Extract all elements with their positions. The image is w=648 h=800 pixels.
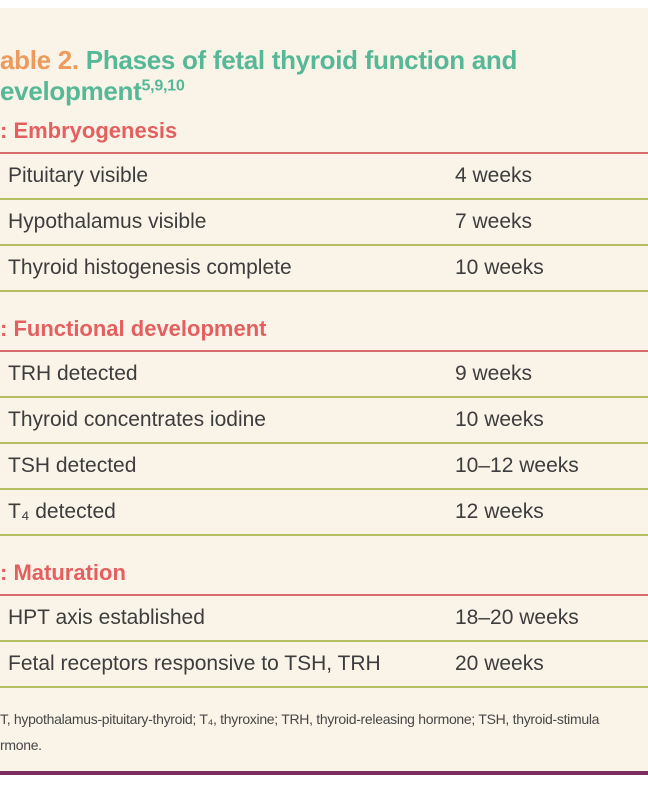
table-title: able 2. Phases of fetal thyroid function… xyxy=(0,45,648,107)
table-title-text: Phases of fetal thyroid function and xyxy=(85,45,518,75)
table-row: TSH detected 10–12 weeks xyxy=(0,444,648,490)
table-row: HPT axis established 18–20 weeks xyxy=(0,596,648,642)
table-row: Fetal receptors responsive to TSH, TRH 2… xyxy=(0,642,648,688)
section-header-embryogenesis: : Embryogenesis xyxy=(0,118,648,154)
table-title-text-continued: evelopment xyxy=(0,76,142,106)
row-label: HPT axis established xyxy=(8,606,205,629)
row-label: Hypothalamus visible xyxy=(8,210,207,233)
row-value: 4 weeks xyxy=(455,164,533,187)
row-value: 9 weeks xyxy=(455,362,533,385)
table-card: able 2. Phases of fetal thyroid function… xyxy=(0,8,648,775)
row-label: Thyroid concentrates iodine xyxy=(8,408,266,431)
table-title-line2: evelopment5,9,10 xyxy=(0,76,648,107)
table-title-line1: able 2. Phases of fetal thyroid function… xyxy=(0,45,648,76)
table-row: Pituitary visible 4 weeks xyxy=(0,154,648,200)
row-value: 10 weeks xyxy=(455,256,544,279)
table-footnote: T, hypothalamus-pituitary-thyroid; T₄, t… xyxy=(0,706,648,758)
row-label: T₄ detected xyxy=(8,500,116,523)
table-number: able 2. xyxy=(0,45,79,75)
row-value: 7 weeks xyxy=(455,210,533,233)
table-row: T₄ detected 12 weeks xyxy=(0,490,648,536)
table-row: Hypothalamus visible 7 weeks xyxy=(0,200,648,246)
row-label: Fetal receptors responsive to TSH, TRH xyxy=(8,652,381,675)
section-header-functional-development: : Functional development xyxy=(0,316,648,352)
row-label: TSH detected xyxy=(8,454,137,477)
footnote-line2: rmone. xyxy=(0,737,42,753)
footnote-line1: T, hypothalamus-pituitary-thyroid; T₄, t… xyxy=(0,711,600,727)
row-value: 12 weeks xyxy=(455,500,544,523)
row-value: 18–20 weeks xyxy=(455,606,579,629)
row-label: Pituitary visible xyxy=(8,164,149,187)
row-value: 10–12 weeks xyxy=(455,454,579,477)
row-label: TRH detected xyxy=(8,362,138,385)
row-value: 10 weeks xyxy=(455,408,544,431)
table-row: TRH detected 9 weeks xyxy=(0,352,648,398)
table-row: Thyroid histogenesis complete 10 weeks xyxy=(0,246,648,292)
row-value: 20 weeks xyxy=(455,652,544,675)
row-label: Thyroid histogenesis complete xyxy=(8,256,292,279)
table-row: Thyroid concentrates iodine 10 weeks xyxy=(0,398,648,444)
section-header-maturation: : Maturation xyxy=(0,560,648,596)
citation-superscript: 5,9,10 xyxy=(141,76,185,95)
